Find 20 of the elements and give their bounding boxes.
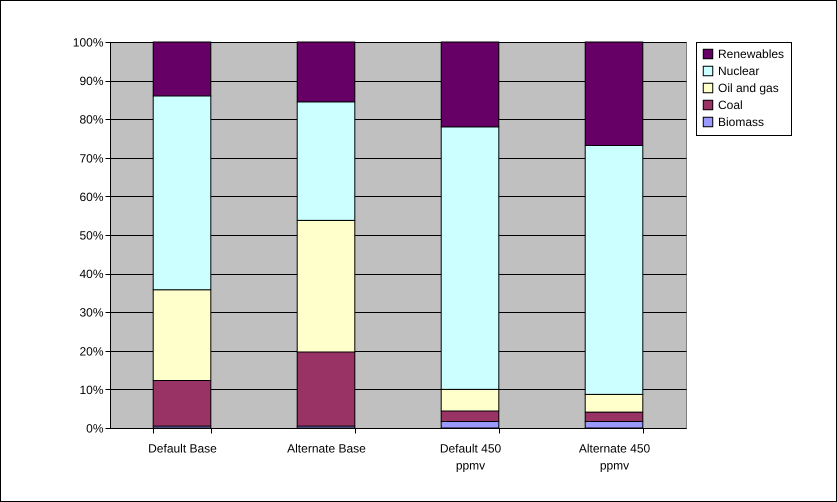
- x-tick-label: Alternate 450 ppmv: [578, 442, 651, 472]
- y-tick-label: 10%: [79, 382, 104, 397]
- x-tick-label: Alternate Base: [287, 442, 366, 456]
- legend-label: Biomass: [718, 115, 764, 129]
- y-tick-label: 100%: [72, 36, 104, 50]
- y-tick-label: 90%: [79, 74, 104, 88]
- y-tick-label: 0%: [86, 422, 104, 436]
- y-tick-label: 50%: [79, 228, 104, 242]
- y-tick-label: 80%: [79, 112, 104, 127]
- legend-label: Oil and gas: [718, 81, 779, 95]
- x-tick-label: Default 450 ppmv: [440, 442, 502, 472]
- y-tick-label: 70%: [79, 151, 104, 166]
- y-tick-label: 20%: [79, 344, 104, 358]
- legend-label: Renewables: [718, 47, 784, 61]
- legend-label: Nuclear: [718, 64, 760, 78]
- y-tick-label: 60%: [79, 190, 104, 204]
- legend-label: Coal: [718, 98, 743, 112]
- y-tick-label: 30%: [79, 306, 104, 320]
- x-tick-label: Default Base: [148, 442, 218, 456]
- y-tick-label: 40%: [79, 267, 104, 282]
